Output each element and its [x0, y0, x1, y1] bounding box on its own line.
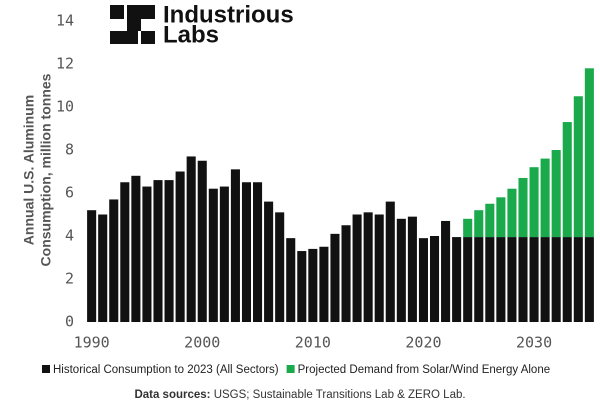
- bar: [319, 246, 329, 322]
- bar: [197, 160, 207, 322]
- y-tick-label: 12: [56, 55, 74, 73]
- bar: [363, 212, 373, 322]
- bar: [186, 156, 196, 322]
- bar: [264, 201, 274, 322]
- bar: [142, 186, 152, 322]
- brand: Industrious: [163, 1, 294, 28]
- y-tick-label: 6: [65, 184, 74, 202]
- bar: [529, 167, 539, 238]
- bar: [253, 182, 263, 322]
- y-tick-label: 0: [65, 313, 74, 331]
- bar: [540, 158, 550, 238]
- x-tick-label: 2000: [184, 334, 220, 352]
- bar: [374, 214, 384, 322]
- bar: [551, 150, 561, 238]
- bar: [507, 188, 517, 238]
- bar: [109, 199, 119, 322]
- bar: [175, 171, 185, 322]
- bar: [385, 201, 395, 322]
- x-tick-label: 2030: [516, 334, 552, 352]
- bar: [396, 218, 406, 322]
- bar: [551, 237, 561, 322]
- bar: [286, 238, 296, 322]
- bar: [562, 122, 572, 238]
- y-tick-label: 14: [56, 12, 74, 30]
- source-label: Data sources:: [134, 389, 210, 401]
- bar: [584, 237, 594, 322]
- y-axis-label: Consumption, million tonnes: [38, 73, 54, 266]
- bar: [496, 197, 506, 238]
- bar: [540, 237, 550, 322]
- bar: [441, 220, 451, 322]
- bar: [496, 237, 506, 322]
- bar: [407, 216, 417, 322]
- bar: [452, 237, 462, 322]
- bar: [308, 248, 318, 322]
- bar: [463, 218, 473, 238]
- legend-label: Historical Consumption to 2023 (All Sect…: [53, 364, 279, 376]
- logo-icon: [110, 5, 155, 44]
- bar: [297, 251, 307, 322]
- legend-swatch: [42, 365, 50, 373]
- bar: [230, 169, 240, 322]
- bar: [562, 237, 572, 322]
- bar: [352, 214, 362, 322]
- bar: [518, 237, 528, 322]
- source: Data sources: USGS; Sustainable Transiti…: [134, 389, 465, 401]
- bar: [275, 212, 285, 322]
- bar: [573, 237, 583, 322]
- bar: [219, 186, 229, 322]
- y-tick-label: 10: [56, 98, 74, 116]
- x-tick-label: 2020: [405, 334, 441, 352]
- legend-swatch: [286, 365, 295, 373]
- bar: [463, 237, 473, 322]
- y-tick-label: 2: [65, 270, 74, 288]
- bar: [208, 188, 218, 322]
- bar: [507, 237, 517, 322]
- bar: [418, 238, 428, 322]
- bar: [485, 203, 495, 238]
- bar: [573, 96, 583, 238]
- bar: [474, 237, 484, 322]
- bar: [241, 182, 252, 322]
- bar: [164, 180, 174, 322]
- x-tick-label: 1990: [74, 334, 110, 352]
- bar: [474, 210, 484, 238]
- bar: [429, 236, 440, 322]
- y-tick-label: 8: [65, 141, 74, 159]
- bar: [485, 237, 495, 322]
- y-tick-label: 4: [65, 227, 74, 245]
- bar: [518, 177, 528, 238]
- bar: [341, 225, 351, 322]
- bar: [153, 180, 163, 322]
- bar: [584, 68, 594, 238]
- bar: [98, 214, 108, 322]
- bar: [120, 182, 130, 322]
- bar: [131, 175, 141, 322]
- y-axis-label: Annual U.S. Aluminum: [21, 95, 37, 245]
- source-text: USGS; Sustainable Transitions Lab & ZERO…: [214, 389, 466, 401]
- brand: Labs: [163, 21, 219, 48]
- bar: [529, 237, 539, 322]
- bar: [330, 233, 340, 322]
- bar: [87, 210, 97, 322]
- legend-label: Projected Demand from Solar/Wind Energy …: [298, 364, 550, 376]
- x-tick-label: 2010: [295, 334, 331, 352]
